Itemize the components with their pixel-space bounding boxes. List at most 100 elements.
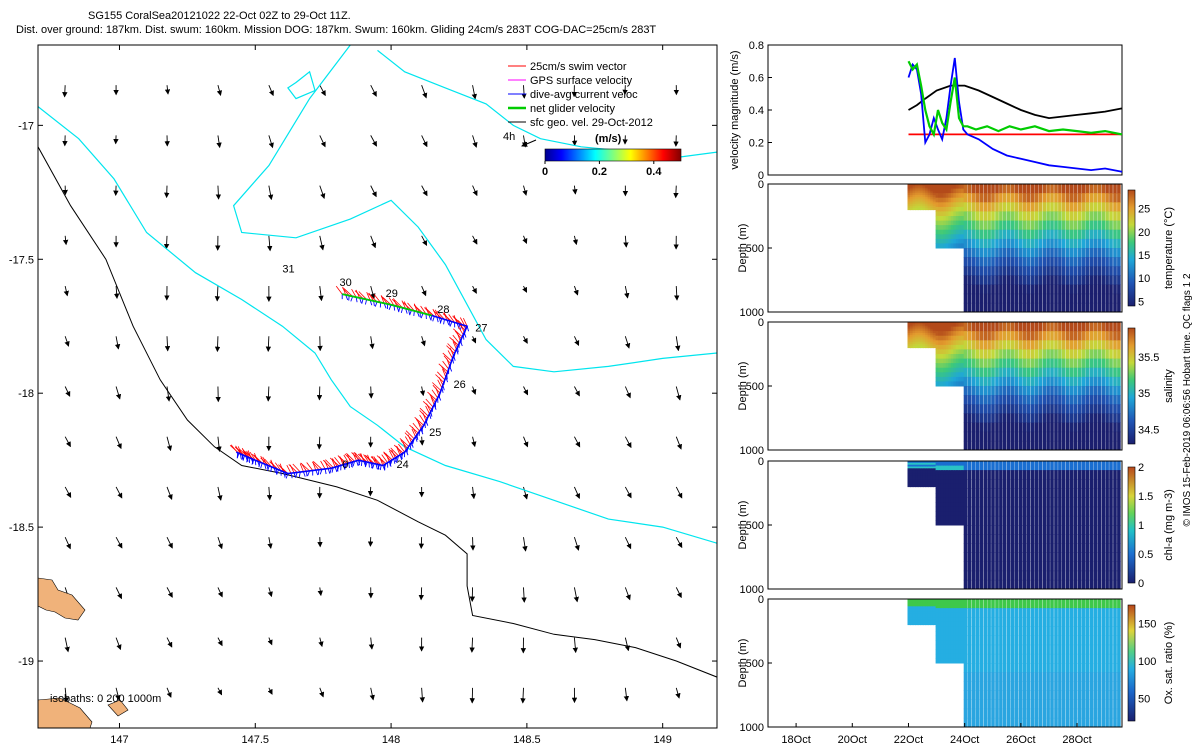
geo-velocity-arrow — [675, 587, 682, 599]
profile-cell — [922, 620, 927, 624]
profile-cell — [1003, 608, 1007, 618]
profile-cell — [1010, 479, 1015, 489]
profile-cell — [1089, 644, 1094, 655]
profile-cell — [920, 620, 924, 624]
profile-cell — [971, 376, 976, 387]
profile-cell — [953, 603, 957, 609]
profile-cell — [1081, 367, 1086, 378]
profile-cell — [1062, 349, 1066, 359]
geo-velocity-arrow — [115, 536, 123, 549]
profile-cell — [1026, 220, 1031, 231]
profile-cell — [967, 340, 972, 350]
profile-cell — [1046, 461, 1050, 471]
profile-cell — [958, 331, 962, 337]
profile-cell — [915, 200, 919, 203]
profile-cell — [938, 626, 942, 632]
profile-cell — [948, 363, 952, 369]
profile-cell — [1093, 635, 1098, 646]
profile-cell — [1042, 599, 1046, 609]
geo-velocity-arrow — [115, 486, 123, 499]
profile-cell — [920, 331, 924, 334]
profile-cell — [1081, 543, 1086, 553]
profile-cell — [1109, 552, 1113, 562]
profile-cell — [912, 334, 917, 338]
profile-cell — [930, 323, 934, 327]
profile-cell — [927, 484, 932, 488]
profile-cell — [1030, 672, 1035, 682]
profile-cell — [975, 717, 980, 728]
profile-cell — [948, 511, 952, 517]
profile-cell — [1066, 202, 1070, 212]
profile-cell — [1030, 184, 1035, 194]
swim-vector — [442, 368, 447, 378]
profile-cell — [1046, 358, 1050, 369]
legend-entry-swim: 25cm/s swim vector — [508, 61, 627, 73]
profile-cell — [1085, 322, 1090, 332]
profile-cell — [999, 497, 1003, 508]
profile-cell — [943, 520, 947, 526]
profile-cell — [1050, 672, 1054, 682]
profile-cell — [975, 376, 980, 387]
profile-cell — [995, 543, 999, 553]
profile-cell — [1046, 663, 1050, 673]
profile-cell — [1085, 404, 1090, 414]
profile-cell — [967, 672, 972, 682]
profile-cell — [995, 515, 999, 526]
profile-cell — [1014, 479, 1019, 489]
profile-cell — [975, 404, 980, 414]
profile-cell — [1022, 395, 1027, 405]
legend-label-dive: dive-avg current veloc — [530, 89, 638, 101]
swim-vector — [343, 454, 350, 464]
profile-cell — [979, 470, 983, 480]
profile-cell — [979, 626, 983, 636]
profile-cell — [917, 323, 922, 327]
profile-cell — [1066, 211, 1070, 221]
profile-cell — [963, 395, 968, 405]
profile-cell — [1018, 561, 1023, 572]
profile-cell — [1109, 699, 1113, 710]
profile-cell — [940, 188, 945, 194]
profile-cell — [1089, 238, 1094, 249]
profile-cell — [1105, 690, 1109, 700]
profile-cell — [1077, 266, 1082, 276]
profile-cell — [975, 552, 980, 562]
profile-cell — [922, 338, 927, 341]
profile-cell — [1073, 404, 1078, 414]
profile-cell — [971, 238, 976, 249]
profile-cell — [983, 653, 987, 664]
profile-cell — [1014, 663, 1019, 673]
profile-cell — [1034, 358, 1039, 369]
profile-cell — [1050, 202, 1054, 212]
profile-cell — [1030, 395, 1035, 405]
profile-cell — [925, 613, 929, 616]
profile-cell — [1042, 497, 1046, 508]
profile-cell — [1010, 506, 1015, 517]
profile-cell — [971, 644, 976, 655]
profile-cell — [915, 600, 919, 604]
profile-cell — [1062, 440, 1066, 451]
profile-cell — [1022, 552, 1027, 562]
profile-cell — [1022, 561, 1027, 572]
profile-cell — [1010, 635, 1015, 646]
profile-cell — [1062, 626, 1066, 636]
profile-cell — [1018, 376, 1023, 387]
swim-vector — [394, 299, 403, 309]
profile-cell — [1034, 608, 1039, 618]
geo-velocity-arrow — [522, 486, 529, 500]
profile-cell — [917, 205, 922, 209]
profile-cell — [967, 699, 972, 710]
profile-cell — [1054, 284, 1058, 295]
profile-cell — [917, 477, 922, 480]
profile-cell — [943, 344, 947, 350]
profile-cell — [1058, 238, 1062, 249]
profile-cell — [1010, 617, 1015, 627]
profile-cell — [1034, 653, 1039, 664]
profile-cell — [963, 202, 968, 212]
profile-cell — [1097, 534, 1101, 544]
profile-cell — [1022, 238, 1027, 249]
profile-cell — [979, 248, 983, 258]
profile-cell — [1105, 561, 1109, 572]
profile-cell — [953, 599, 957, 605]
profile-cell — [943, 653, 947, 659]
profile-cell — [943, 631, 947, 637]
